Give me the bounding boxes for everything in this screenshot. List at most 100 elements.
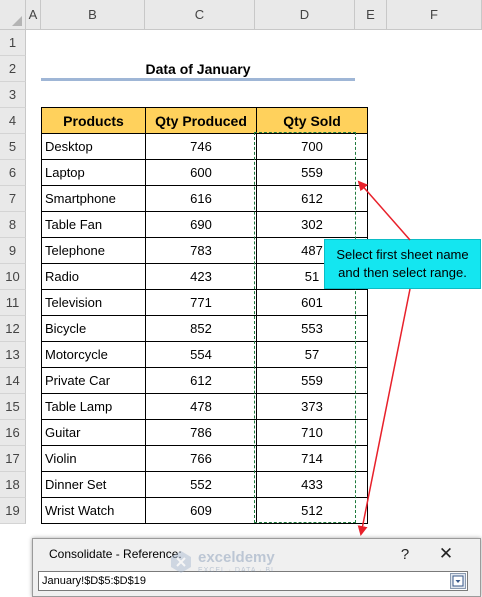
dialog-title: Consolidate - Reference: [49, 547, 182, 561]
row-header-16[interactable]: 16 [0, 420, 26, 446]
cell-product[interactable]: Laptop [41, 159, 146, 186]
table-row: Private Car 612 559 [41, 367, 368, 394]
table-row: Table Fan 690 302 [41, 211, 368, 238]
table-row: Bicycle 852 553 [41, 315, 368, 342]
cell-qty-sold[interactable]: 700 [256, 133, 368, 160]
table-row: Motorcycle 554 57 [41, 341, 368, 368]
cell-qty-produced[interactable]: 616 [145, 185, 257, 212]
row-header-6[interactable]: 6 [0, 160, 26, 186]
cell-qty-sold[interactable]: 601 [256, 289, 368, 316]
column-header-b[interactable]: B [41, 0, 145, 30]
table-row: Violin 766 714 [41, 445, 368, 472]
instruction-callout: Select first sheet name and then select … [324, 239, 481, 289]
cell-product[interactable]: Radio [41, 263, 146, 290]
cell-qty-produced[interactable]: 600 [145, 159, 257, 186]
column-header-c[interactable]: C [145, 0, 255, 30]
table-row: Radio 423 51 [41, 263, 368, 290]
row-header-14[interactable]: 14 [0, 368, 26, 394]
select-all-corner[interactable] [0, 0, 26, 30]
cell-qty-produced[interactable]: 552 [145, 471, 257, 498]
header-qty-produced[interactable]: Qty Produced [145, 107, 257, 134]
row-header-15[interactable]: 15 [0, 394, 26, 420]
cell-product[interactable]: Violin [41, 445, 146, 472]
cell-product[interactable]: Wrist Watch [41, 497, 146, 524]
cell-qty-sold[interactable]: 433 [256, 471, 368, 498]
cell-qty-sold[interactable]: 710 [256, 419, 368, 446]
header-qty-sold[interactable]: Qty Sold [256, 107, 368, 134]
cell-qty-produced[interactable]: 423 [145, 263, 257, 290]
cell-qty-produced[interactable]: 609 [145, 497, 257, 524]
title-underline [41, 78, 355, 81]
cell-qty-sold[interactable]: 559 [256, 159, 368, 186]
column-header-a[interactable]: A [26, 0, 41, 30]
cell-qty-sold[interactable]: 373 [256, 393, 368, 420]
table-row: Smartphone 616 612 [41, 185, 368, 212]
consolidate-reference-dialog: Consolidate - Reference: ? ✕ January!$D$… [32, 538, 481, 597]
cell-qty-produced[interactable]: 746 [145, 133, 257, 160]
row-header-13[interactable]: 13 [0, 342, 26, 368]
cell-qty-produced[interactable]: 766 [145, 445, 257, 472]
cell-product[interactable]: Bicycle [41, 315, 146, 342]
table-row: Table Lamp 478 373 [41, 393, 368, 420]
row-header-3[interactable]: 3 [0, 82, 26, 108]
row-header-1[interactable]: 1 [0, 30, 26, 56]
row-header-18[interactable]: 18 [0, 472, 26, 498]
column-header-f[interactable]: F [387, 0, 482, 30]
cell-qty-sold[interactable]: 612 [256, 185, 368, 212]
cell-product[interactable]: Table Fan [41, 211, 146, 238]
row-header-8[interactable]: 8 [0, 212, 26, 238]
column-header-d[interactable]: D [255, 0, 355, 30]
reference-value: January!$D$5:$D$19 [42, 575, 146, 587]
help-button[interactable]: ? [400, 545, 410, 563]
column-header-e[interactable]: E [355, 0, 387, 30]
cell-product[interactable]: Motorcycle [41, 341, 146, 368]
cell-product[interactable]: Private Car [41, 367, 146, 394]
cell-qty-sold[interactable]: 553 [256, 315, 368, 342]
reference-input[interactable]: January!$D$5:$D$19 [38, 571, 468, 591]
cell-product[interactable]: Smartphone [41, 185, 146, 212]
cell-product[interactable]: Television [41, 289, 146, 316]
table-row: Wrist Watch 609 512 [41, 497, 368, 524]
row-header-10[interactable]: 10 [0, 264, 26, 290]
row-header-11[interactable]: 11 [0, 290, 26, 316]
close-button[interactable]: ✕ [438, 544, 454, 563]
cell-qty-sold[interactable]: 559 [256, 367, 368, 394]
cell-qty-sold[interactable]: 512 [256, 497, 368, 524]
row-header-12[interactable]: 12 [0, 316, 26, 342]
select-all-triangle-icon [12, 16, 22, 26]
table-row: Laptop 600 559 [41, 159, 368, 186]
cell-product[interactable]: Desktop [41, 133, 146, 160]
row-header-7[interactable]: 7 [0, 186, 26, 212]
table-header-row: Products Qty Produced Qty Sold [41, 107, 368, 134]
cell-product[interactable]: Dinner Set [41, 471, 146, 498]
table-row: Guitar 786 710 [41, 419, 368, 446]
cell-qty-produced[interactable]: 786 [145, 419, 257, 446]
row-header-17[interactable]: 17 [0, 446, 26, 472]
product-table: Products Qty Produced Qty Sold Desktop 74… [41, 107, 368, 524]
row-header-4[interactable]: 4 [0, 108, 26, 134]
row-header-19[interactable]: 19 [0, 498, 26, 524]
cell-qty-produced[interactable]: 771 [145, 289, 257, 316]
sheet-title: Data of January [145, 61, 251, 77]
cell-product[interactable]: Table Lamp [41, 393, 146, 420]
table-row: Television 771 601 [41, 289, 368, 316]
table-row: Dinner Set 552 433 [41, 471, 368, 498]
expand-dialog-button[interactable] [450, 573, 466, 589]
cell-product[interactable]: Telephone [41, 237, 146, 264]
header-products[interactable]: Products [41, 107, 146, 134]
cell-product[interactable]: Guitar [41, 419, 146, 446]
row-header-2[interactable]: 2 [0, 56, 26, 82]
row-header-9[interactable]: 9 [0, 238, 26, 264]
cell-qty-produced[interactable]: 852 [145, 315, 257, 342]
cell-qty-sold[interactable]: 302 [256, 211, 368, 238]
expand-dialog-icon [452, 575, 464, 587]
row-header-5[interactable]: 5 [0, 134, 26, 160]
cell-qty-produced[interactable]: 783 [145, 237, 257, 264]
cell-qty-produced[interactable]: 554 [145, 341, 257, 368]
cell-qty-sold[interactable]: 57 [256, 341, 368, 368]
cell-qty-produced[interactable]: 478 [145, 393, 257, 420]
cell-qty-produced[interactable]: 612 [145, 367, 257, 394]
cell-qty-produced[interactable]: 690 [145, 211, 257, 238]
cell-qty-sold[interactable]: 714 [256, 445, 368, 472]
table-row: Desktop 746 700 [41, 133, 368, 160]
